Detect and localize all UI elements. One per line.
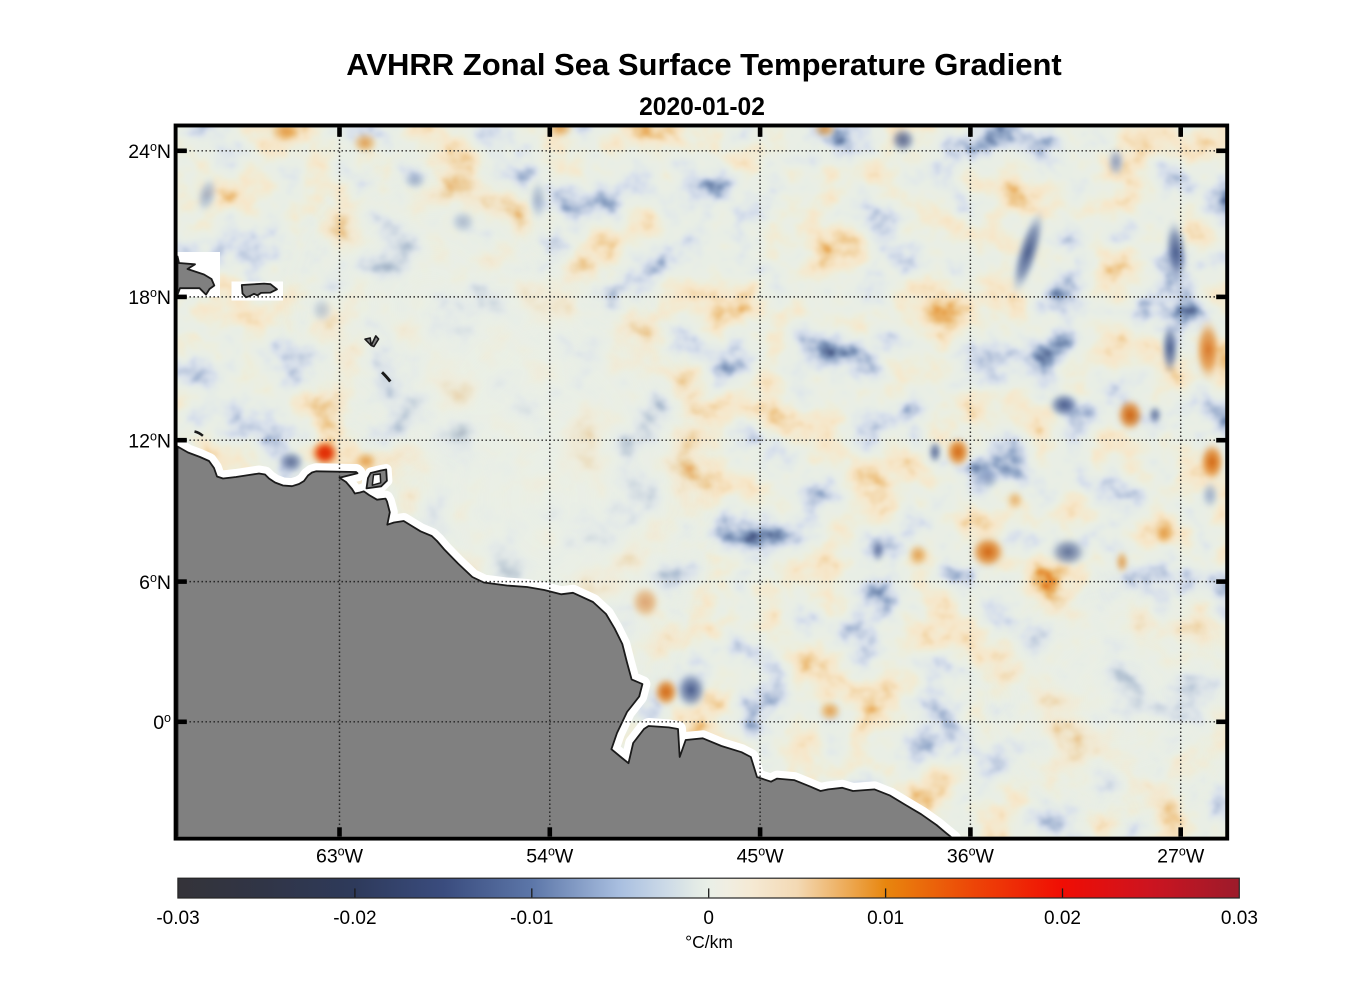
svg-text:°C/km: °C/km <box>685 932 733 952</box>
svg-text:2020-01-02: 2020-01-02 <box>639 94 765 121</box>
svg-text:0: 0 <box>703 908 714 929</box>
svg-text:-0.03: -0.03 <box>156 908 199 929</box>
svg-text:0o: 0o <box>153 711 171 734</box>
svg-text:36oW: 36oW <box>947 845 995 868</box>
svg-text:63oW: 63oW <box>316 845 364 868</box>
svg-text:-0.02: -0.02 <box>333 908 376 929</box>
svg-text:54oW: 54oW <box>526 845 574 868</box>
svg-text:12oN: 12oN <box>128 430 171 453</box>
svg-text:0.01: 0.01 <box>867 908 904 929</box>
svg-text:27oW: 27oW <box>1157 845 1205 868</box>
svg-text:0.02: 0.02 <box>1044 908 1081 929</box>
svg-text:45oW: 45oW <box>737 845 785 868</box>
svg-text:24oN: 24oN <box>128 140 171 163</box>
svg-text:18oN: 18oN <box>128 286 171 309</box>
svg-text:-0.01: -0.01 <box>510 908 553 929</box>
svg-text:0.03: 0.03 <box>1221 908 1258 929</box>
svg-text:AVHRR Zonal Sea Surface Temper: AVHRR Zonal Sea Surface Temperature Grad… <box>346 47 1061 82</box>
svg-text:6oN: 6oN <box>139 571 171 594</box>
